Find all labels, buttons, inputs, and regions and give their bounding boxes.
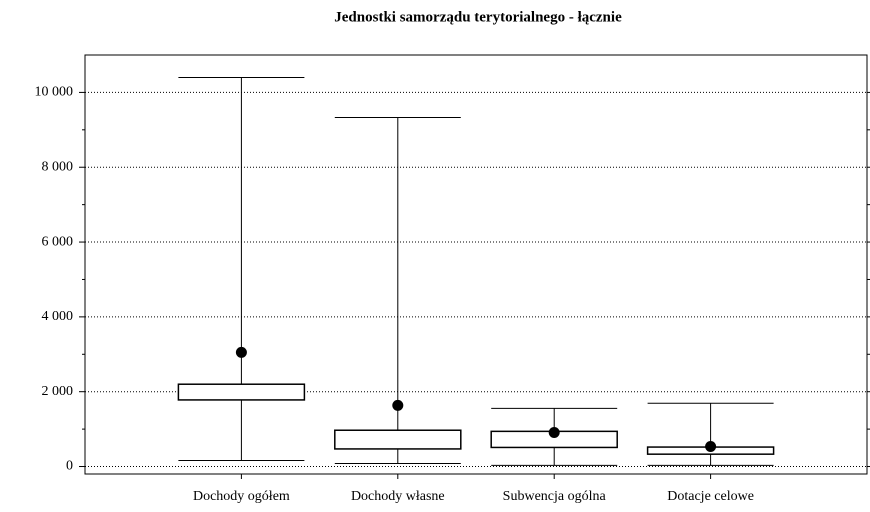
y-tick-label: 6 000 — [42, 234, 74, 249]
box — [334, 429, 462, 450]
y-tick-label: 8 000 — [42, 159, 74, 174]
mean-dot — [705, 441, 717, 453]
x-tick-label: Dochody własne — [351, 489, 445, 504]
mean-dot — [548, 426, 560, 438]
plot-frame — [84, 54, 868, 475]
chart-title: Jednostki samorządu terytorialnego - łąc… — [334, 9, 622, 25]
x-tick-label: Dochody ogółem — [193, 489, 290, 504]
box — [177, 383, 306, 401]
x-tick-label: Subwencja ogólna — [503, 489, 607, 504]
y-tick-label: 4 000 — [42, 309, 74, 324]
y-tick-label: 10 000 — [35, 85, 74, 100]
mean-dot — [235, 346, 247, 358]
x-tick-label: Dotacje celowe — [667, 489, 754, 504]
mean-dot — [392, 399, 404, 411]
y-tick-label: 0 — [66, 459, 73, 474]
y-tick-label: 2 000 — [42, 384, 74, 399]
